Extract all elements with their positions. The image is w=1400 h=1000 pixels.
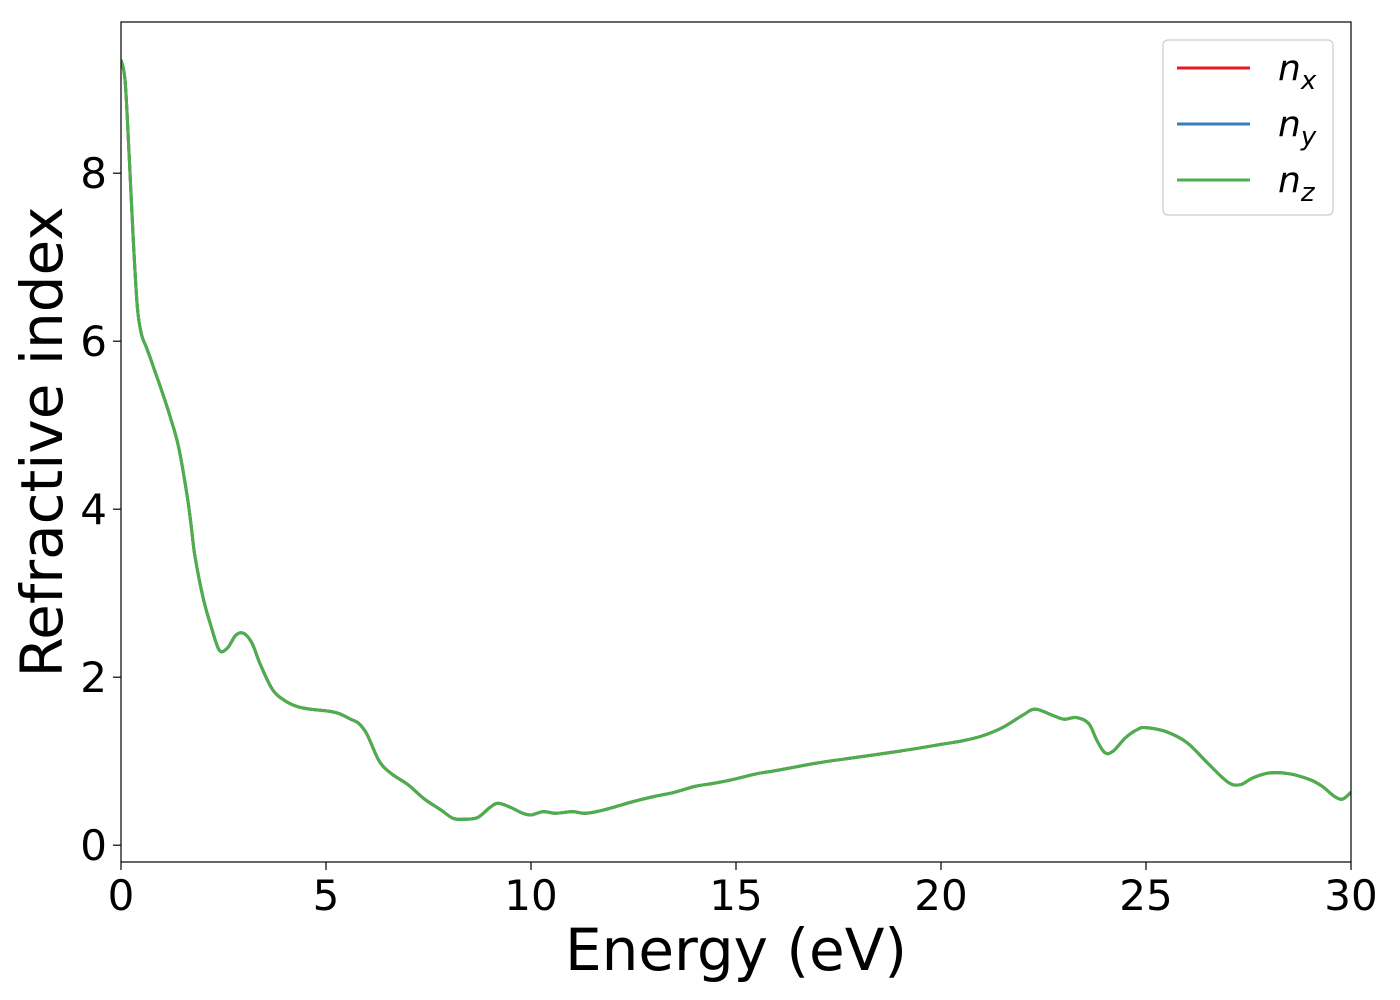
- x-tick-label: 20: [914, 871, 967, 920]
- x-tick-label: 5: [313, 871, 340, 920]
- x-axis-label: Energy (eV): [565, 916, 907, 984]
- x-tick-label: 25: [1119, 871, 1172, 920]
- legend-box: [1162, 39, 1334, 216]
- y-tick-label: 2: [80, 653, 107, 702]
- y-tick-label: 6: [80, 317, 107, 366]
- legend-label-z: nz: [1278, 160, 1316, 208]
- series-line-z: [121, 59, 1351, 821]
- series-layer: [121, 59, 1351, 821]
- x-tick-label: 15: [709, 871, 762, 920]
- x-tick-label: 0: [108, 871, 135, 920]
- y-tick-label: 8: [80, 149, 107, 198]
- axes-layer: 0 5 10 15 20 25 30 0 2 4 6 8: [80, 21, 1378, 920]
- legend-label-y: ny: [1278, 104, 1317, 152]
- x-tick-label: 10: [504, 871, 557, 920]
- y-axis-label: Refractive index: [8, 206, 76, 677]
- x-tick-label: 30: [1324, 871, 1377, 920]
- legend-label-x: nx: [1278, 48, 1317, 96]
- y-tick-label: 4: [80, 485, 107, 534]
- legend: nx ny nz: [1162, 39, 1334, 216]
- y-tick-label: 0: [80, 821, 107, 870]
